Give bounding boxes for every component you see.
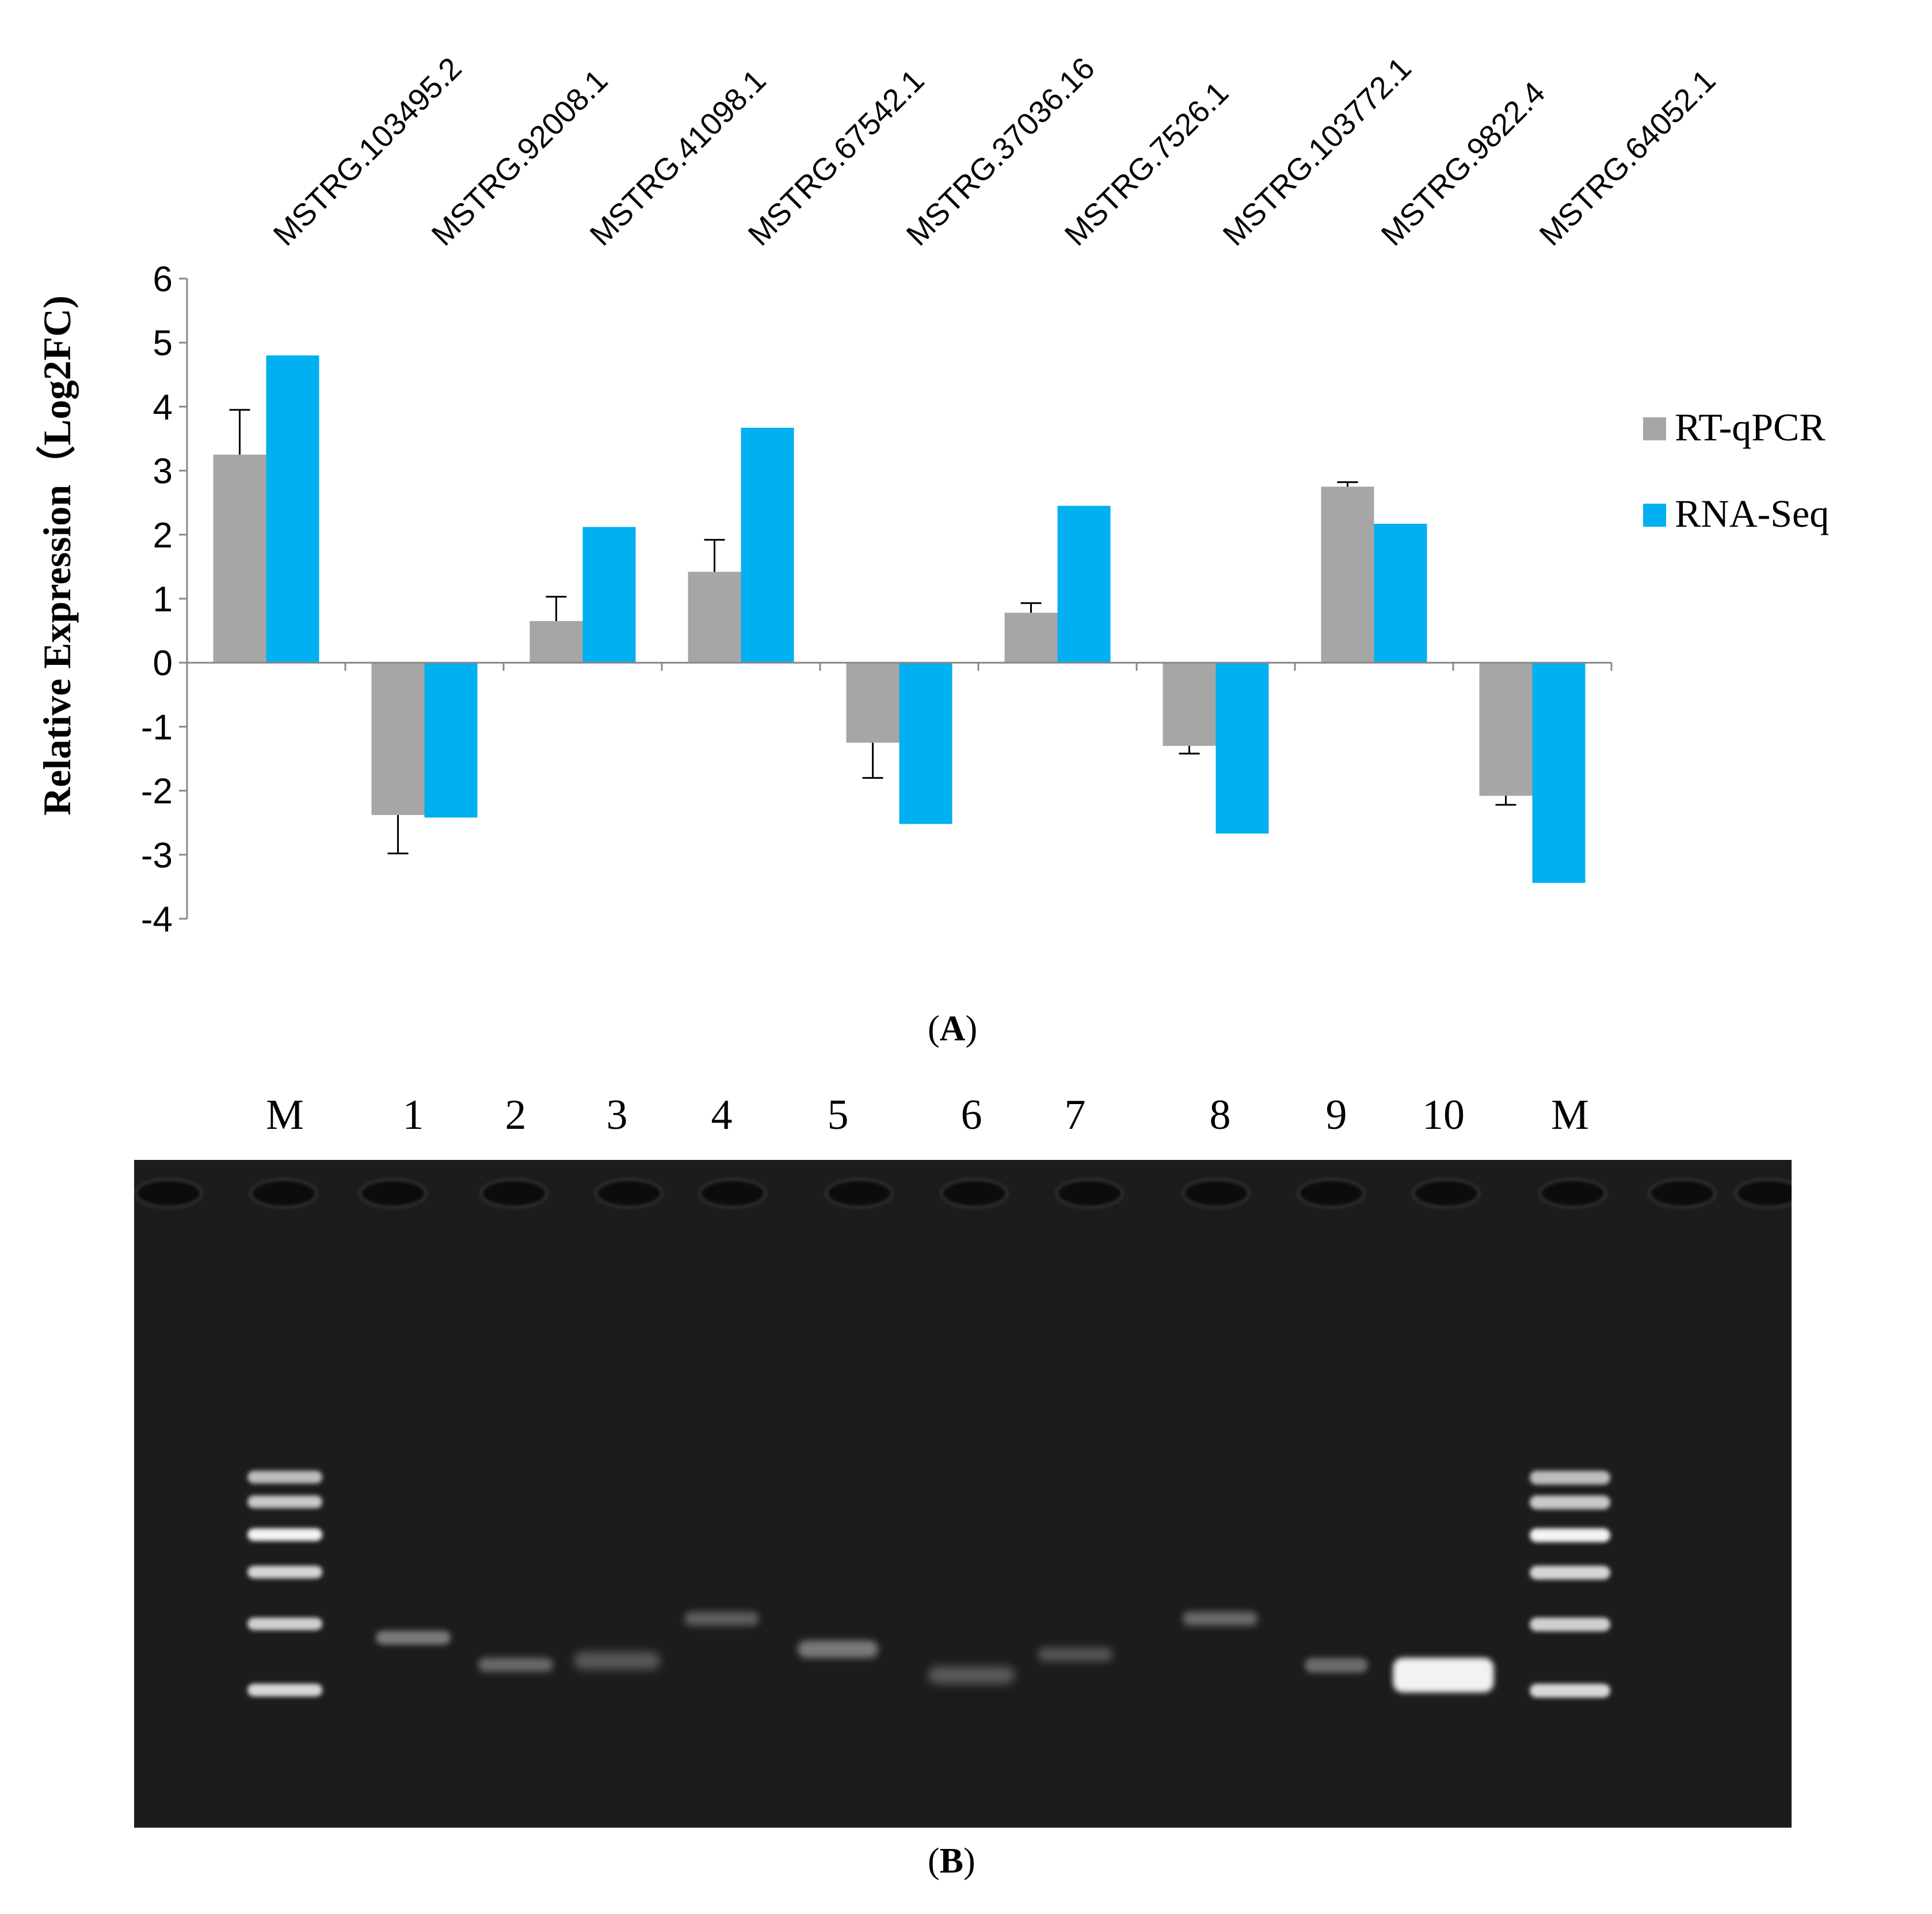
gel-well xyxy=(1648,1178,1716,1208)
gel-well xyxy=(1055,1178,1123,1208)
bar-rna-seq xyxy=(1374,523,1427,663)
gel-band xyxy=(1530,1528,1610,1542)
gel-band xyxy=(247,1618,322,1630)
gel-band xyxy=(1530,1496,1610,1509)
category-label: MSTRG.9822.4 xyxy=(1375,75,1552,253)
bar-rna-seq xyxy=(899,663,952,824)
gel-lane-label: 8 xyxy=(1209,1091,1231,1139)
category-label: MSTRG.7526.1 xyxy=(1058,75,1236,253)
gel-well xyxy=(699,1178,767,1208)
legend-label: RNA-Seq xyxy=(1675,492,1829,535)
gel-lane-label: 4 xyxy=(711,1091,733,1139)
gel-band xyxy=(247,1471,322,1483)
axes xyxy=(186,279,1613,919)
category-labels: MSTRG.103495.2MSTRG.92008.1MSTRG.41098.1… xyxy=(267,51,1723,252)
gel-band xyxy=(1038,1647,1112,1661)
gel-band xyxy=(1530,1566,1610,1580)
legend-swatch xyxy=(1643,504,1666,527)
y-tick-label: 3 xyxy=(153,452,173,492)
gel-band xyxy=(247,1528,322,1541)
gel-band xyxy=(1530,1471,1610,1485)
gel-band xyxy=(574,1652,660,1669)
y-tick-label: 1 xyxy=(153,580,173,619)
gel-lane-label: 2 xyxy=(505,1091,527,1139)
category-label: MSTRG.41098.1 xyxy=(584,63,773,253)
gel-well xyxy=(135,1178,203,1208)
gel-lane-label: 9 xyxy=(1325,1091,1347,1139)
y-tick-label: -2 xyxy=(141,772,173,812)
gel-lane-label: M xyxy=(1551,1091,1589,1139)
gel-well xyxy=(1182,1178,1250,1208)
gel-lane-label: 5 xyxy=(827,1091,849,1139)
bar-rna-seq xyxy=(1532,663,1586,883)
gel-band xyxy=(1393,1658,1494,1692)
bar-chart: MSTRG.103495.2MSTRG.92008.1MSTRG.41098.1… xyxy=(35,51,1829,939)
panel-a-label: (A) xyxy=(928,1009,978,1048)
bar-rna-seq xyxy=(1215,663,1269,834)
bar-rt-qpcr xyxy=(213,454,266,663)
gel-lane-label: M xyxy=(266,1091,304,1139)
gel-well xyxy=(480,1178,548,1208)
bar-rna-seq xyxy=(1057,505,1111,663)
bar-rt-qpcr xyxy=(371,663,425,815)
legend-label: RT-qPCR xyxy=(1675,405,1826,449)
gel-band xyxy=(478,1658,553,1672)
bar-rt-qpcr xyxy=(1163,663,1216,746)
y-tick-label: 4 xyxy=(153,387,173,427)
gel-band xyxy=(928,1666,1015,1684)
y-tick-label: -4 xyxy=(141,900,173,939)
bar-rna-seq xyxy=(741,428,794,663)
gel-band xyxy=(798,1641,878,1658)
bar-rt-qpcr xyxy=(846,663,900,743)
bars xyxy=(213,355,1586,883)
gel-band xyxy=(376,1631,451,1645)
y-tick-label: -3 xyxy=(141,836,173,876)
gel-well xyxy=(595,1178,663,1208)
legend: RT-qPCR RNA-Seq xyxy=(1643,405,1829,535)
gel-lane-label: 7 xyxy=(1064,1091,1086,1139)
legend-swatch xyxy=(1643,417,1666,440)
bar-rna-seq xyxy=(266,355,319,663)
y-axis-ticks: 6 5 4 3 2 1 0 -1 -2 -3 -4 xyxy=(141,260,187,939)
y-axis-label: Relative Expression（Log2FC) xyxy=(35,295,79,816)
gel-band xyxy=(247,1684,322,1696)
gel-well xyxy=(1297,1178,1365,1208)
gel-band xyxy=(247,1496,322,1508)
gel-band xyxy=(1305,1658,1368,1673)
gel-lane-label: 3 xyxy=(606,1091,628,1139)
bar-rt-qpcr xyxy=(1479,663,1533,796)
gel-well xyxy=(250,1178,318,1208)
gel-band xyxy=(1183,1612,1257,1626)
bar-rt-qpcr xyxy=(688,572,741,663)
gel-well xyxy=(1735,1178,1792,1208)
gel-well xyxy=(1539,1178,1607,1208)
gel-well xyxy=(359,1178,427,1208)
gel-image xyxy=(134,1160,1792,1828)
gel-band xyxy=(684,1612,759,1626)
panel-b-label: (B) xyxy=(928,1841,975,1881)
gel-well xyxy=(940,1178,1008,1208)
bar-rna-seq xyxy=(582,527,636,663)
gel-lane-label: 6 xyxy=(961,1091,982,1139)
gel-lane-label: 10 xyxy=(1422,1091,1465,1139)
category-label: MSTRG.67542.1 xyxy=(742,63,931,253)
gel-band xyxy=(1530,1684,1610,1698)
bar-rt-qpcr xyxy=(1004,612,1058,663)
gel-lane-label: 1 xyxy=(402,1091,424,1139)
category-label: MSTRG.64052.1 xyxy=(1533,63,1723,253)
bar-rt-qpcr xyxy=(1321,486,1374,663)
y-tick-label: 5 xyxy=(153,324,173,363)
category-label: MSTRG.92008.1 xyxy=(425,63,615,253)
y-tick-label: 0 xyxy=(153,644,173,683)
y-tick-label: 2 xyxy=(153,516,173,555)
gel-well xyxy=(1412,1178,1480,1208)
gel-band xyxy=(247,1566,322,1578)
bar-rt-qpcr xyxy=(529,621,583,663)
y-tick-label: 6 xyxy=(153,260,173,299)
y-tick-label: -1 xyxy=(141,707,173,747)
gel-band xyxy=(1530,1618,1610,1631)
bar-rna-seq xyxy=(424,663,478,818)
gel-well xyxy=(825,1178,893,1208)
